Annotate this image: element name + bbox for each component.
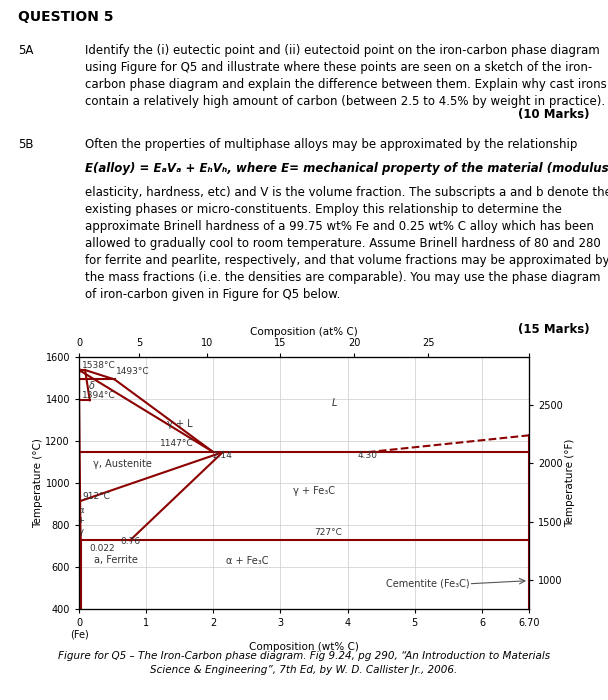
X-axis label: Composition (at% C): Composition (at% C): [250, 327, 358, 337]
Text: 912°C: 912°C: [83, 493, 110, 501]
Text: 0.76: 0.76: [120, 537, 140, 546]
Text: α + Fe₃C: α + Fe₃C: [226, 556, 268, 566]
Text: 5A: 5A: [18, 43, 33, 57]
Text: α
+
γ: α + γ: [78, 506, 85, 536]
Text: Figure for Q5 – The Iron-Carbon phase diagram. Fig 9.24, pg 290, “An Introductio: Figure for Q5 – The Iron-Carbon phase di…: [58, 651, 550, 675]
Text: 1538°C: 1538°C: [83, 361, 116, 370]
Text: (10 Marks): (10 Marks): [518, 108, 590, 120]
Text: γ + L: γ + L: [167, 419, 193, 429]
Y-axis label: Temperature (°C): Temperature (°C): [33, 438, 43, 528]
Text: γ, Austenite: γ, Austenite: [93, 459, 152, 469]
Text: L: L: [331, 398, 337, 408]
Text: 4.30: 4.30: [358, 451, 378, 460]
Text: 1493°C: 1493°C: [116, 367, 150, 376]
Text: 5B: 5B: [18, 138, 33, 150]
Text: 1147°C: 1147°C: [160, 440, 193, 448]
Text: elasticity, hardness, etc) and V is the volume fraction. The subscripts a and b : elasticity, hardness, etc) and V is the …: [85, 186, 608, 301]
Text: QUESTION 5: QUESTION 5: [18, 10, 114, 24]
Text: 727°C: 727°C: [314, 528, 342, 536]
Text: (15 Marks): (15 Marks): [518, 323, 590, 335]
Text: 0.022: 0.022: [89, 544, 115, 553]
Text: a, Ferrite: a, Ferrite: [94, 554, 138, 565]
X-axis label: Composition (wt% C): Composition (wt% C): [249, 643, 359, 652]
Text: γ + Fe₃C: γ + Fe₃C: [293, 486, 335, 496]
Text: δ: δ: [89, 382, 95, 391]
Text: Identify the (i) eutectic point and (ii) eutectoid point on the iron-carbon phas: Identify the (i) eutectic point and (ii)…: [85, 43, 607, 108]
Text: E(alloy) = EₐVₐ + EₕVₕ, where E= mechanical property of the material (modulus of: E(alloy) = EₐVₐ + EₕVₕ, where E= mechani…: [85, 162, 608, 175]
Y-axis label: Temperature (°F): Temperature (°F): [565, 439, 576, 527]
Text: Cementite (Fe₃C): Cementite (Fe₃C): [387, 579, 470, 589]
Text: Often the properties of multiphase alloys may be approximated by the relationshi: Often the properties of multiphase alloy…: [85, 138, 578, 150]
Text: 1394°C: 1394°C: [83, 391, 116, 400]
Text: 2.14: 2.14: [213, 451, 233, 460]
